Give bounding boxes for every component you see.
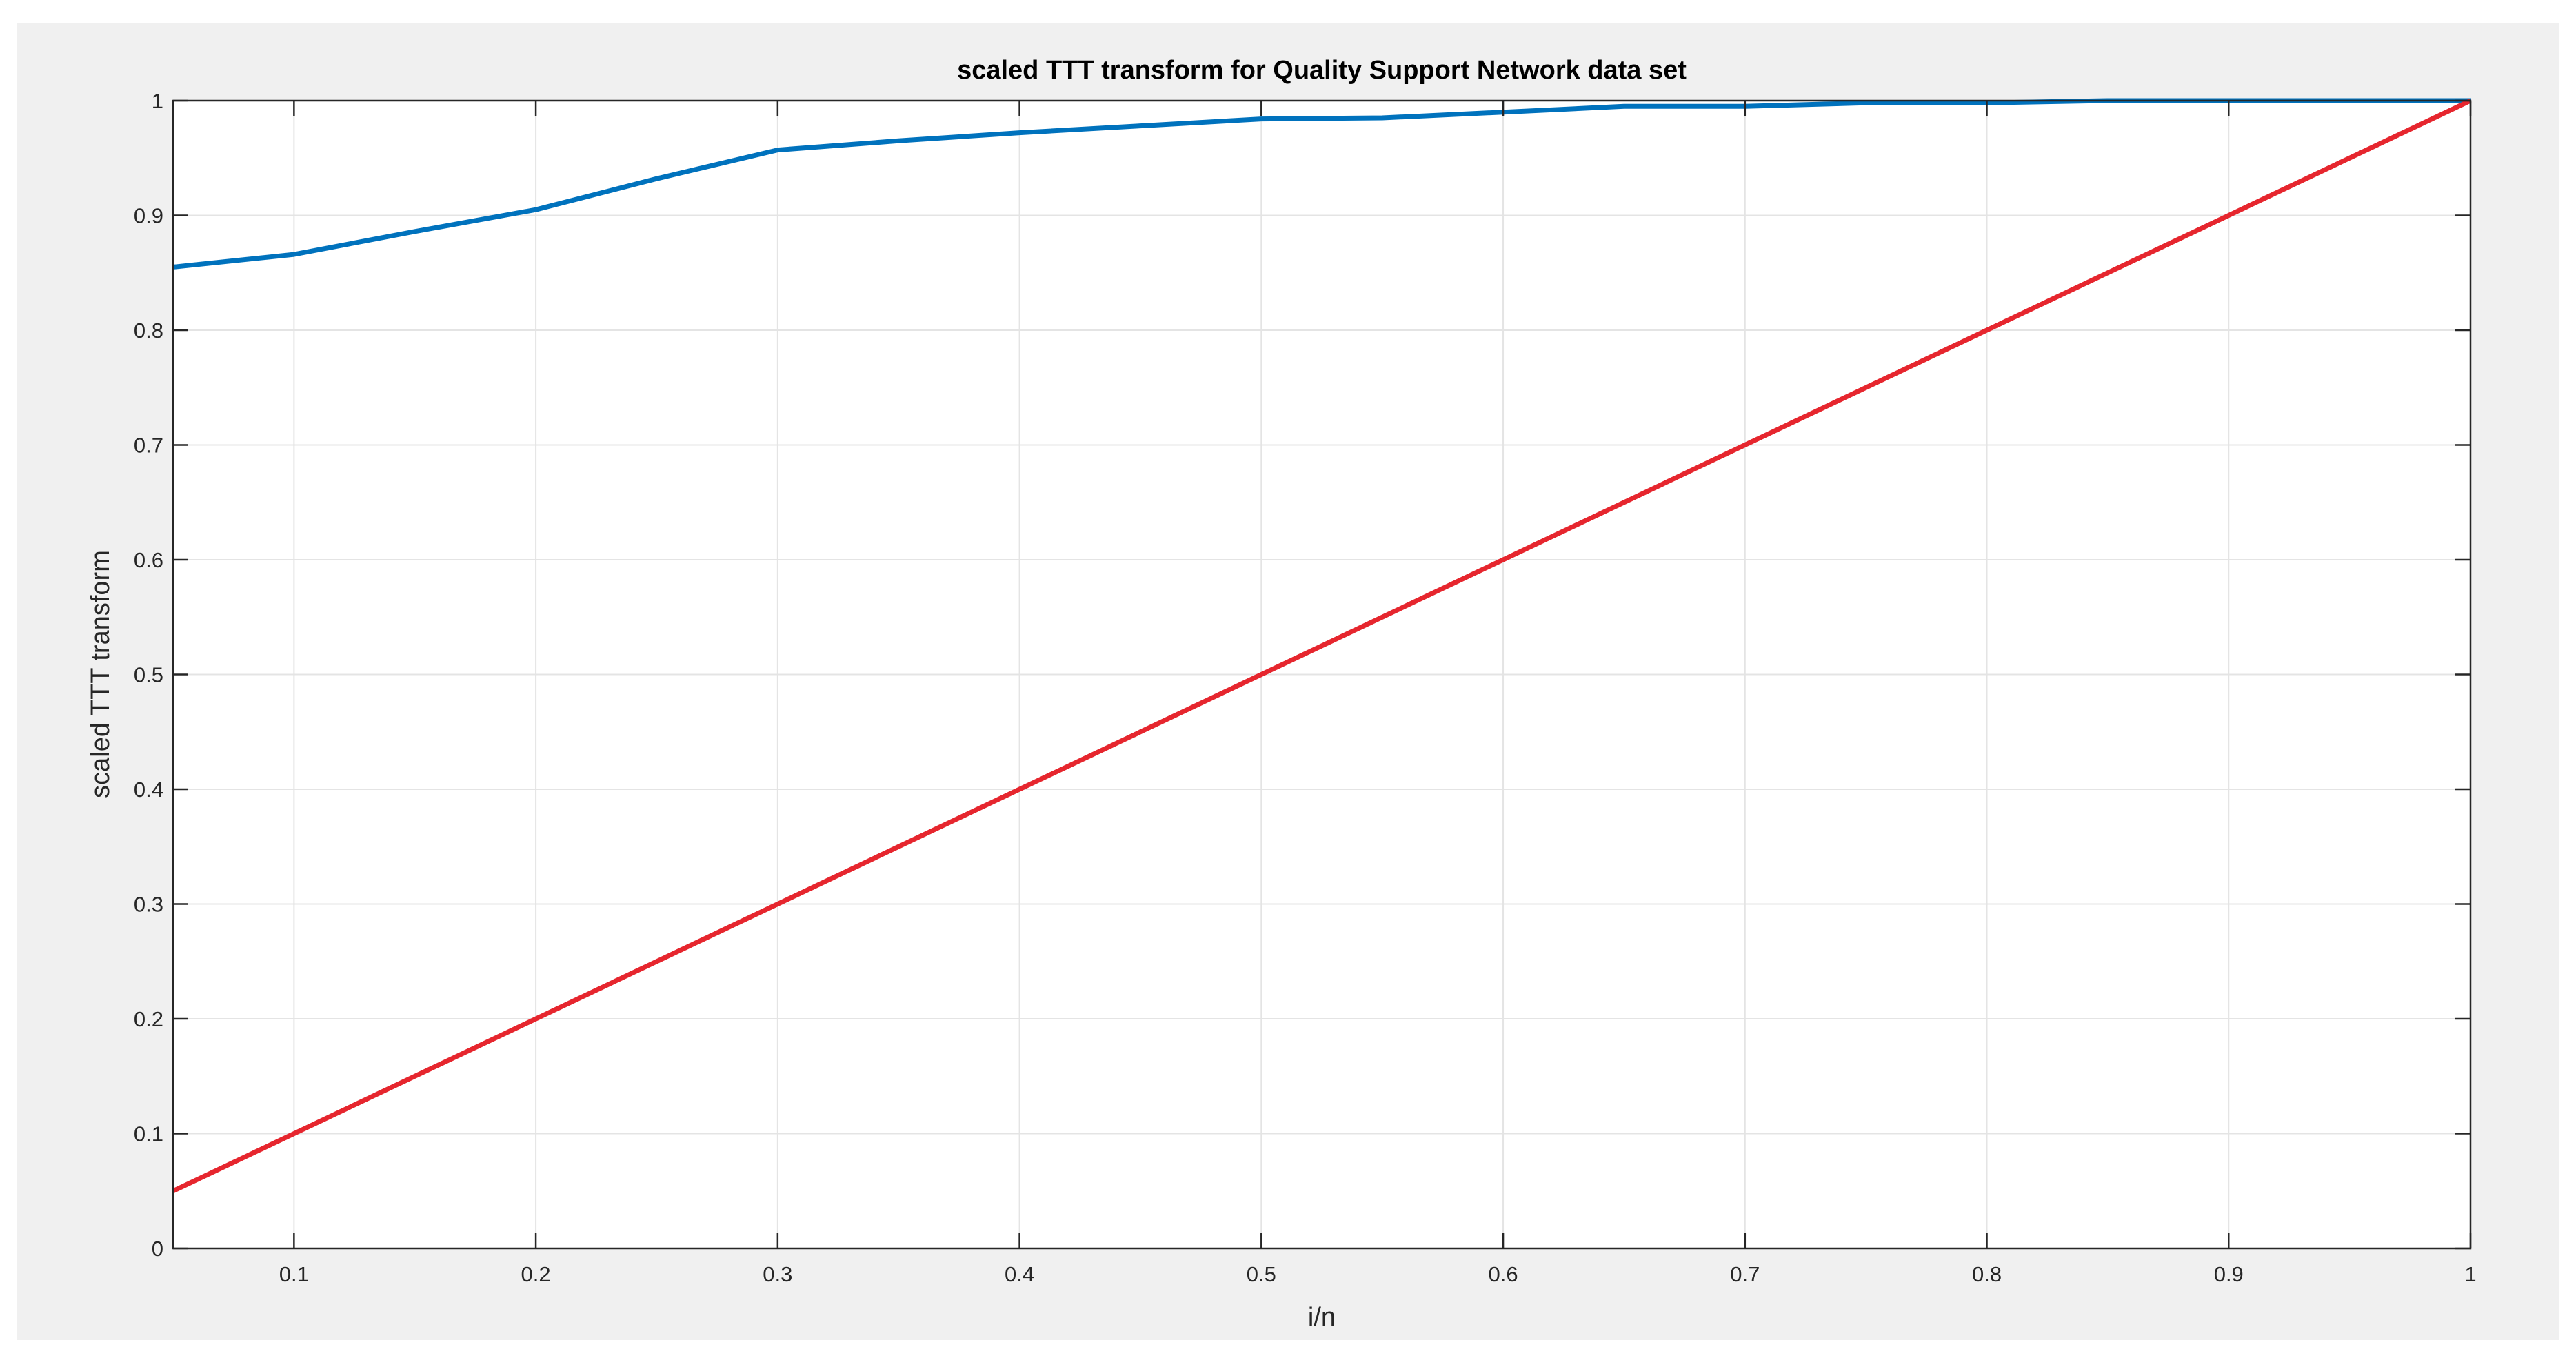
x-tick-label-5: 0.6 bbox=[1488, 1262, 1518, 1286]
x-tick-label-1: 0.2 bbox=[521, 1262, 551, 1286]
x-tick-label-0: 0.1 bbox=[279, 1262, 309, 1286]
series-line-1 bbox=[172, 98, 2472, 1193]
y-tick-label-3: 0.3 bbox=[134, 893, 163, 917]
x-tick-label-3: 0.4 bbox=[1005, 1262, 1034, 1286]
y-tick-label-0: 0 bbox=[152, 1237, 163, 1261]
x-tick-label-2: 0.3 bbox=[763, 1262, 792, 1286]
tick-labels: 0.1 0.2 0.3 0.4 0.5 0.6 0.7 0.8 0.9 1 0 0.1 0.2 0.3 0.… bbox=[134, 89, 2477, 1286]
y-tick-label-9: 0.9 bbox=[134, 204, 163, 228]
axes bbox=[172, 99, 2472, 1250]
y-tick-label-10: 1 bbox=[152, 89, 163, 113]
x-tick-label-6: 0.7 bbox=[1730, 1262, 1760, 1286]
y-tick-label-1: 0.1 bbox=[134, 1122, 163, 1146]
x-axis-label: i/n bbox=[1308, 1303, 1336, 1332]
y-tick-label-6: 0.6 bbox=[134, 548, 163, 572]
x-tick-label-7: 0.8 bbox=[1972, 1262, 2002, 1286]
x-tick-label-8: 0.9 bbox=[2214, 1262, 2244, 1286]
y-tick-label-8: 0.8 bbox=[134, 318, 163, 343]
y-tick-label-2: 0.2 bbox=[134, 1007, 163, 1031]
y-axis-label: scaled TTT transform bbox=[86, 550, 115, 798]
x-tick-label-9: 1 bbox=[2464, 1262, 2476, 1286]
y-tick-label-7: 0.7 bbox=[134, 434, 163, 458]
y-tick-label-5: 0.5 bbox=[134, 663, 163, 687]
x-tick-label-4: 0.5 bbox=[1247, 1262, 1276, 1286]
y-tick-label-4: 0.4 bbox=[134, 778, 163, 802]
chart-title: scaled TTT transform for Quality Support… bbox=[957, 56, 1687, 85]
